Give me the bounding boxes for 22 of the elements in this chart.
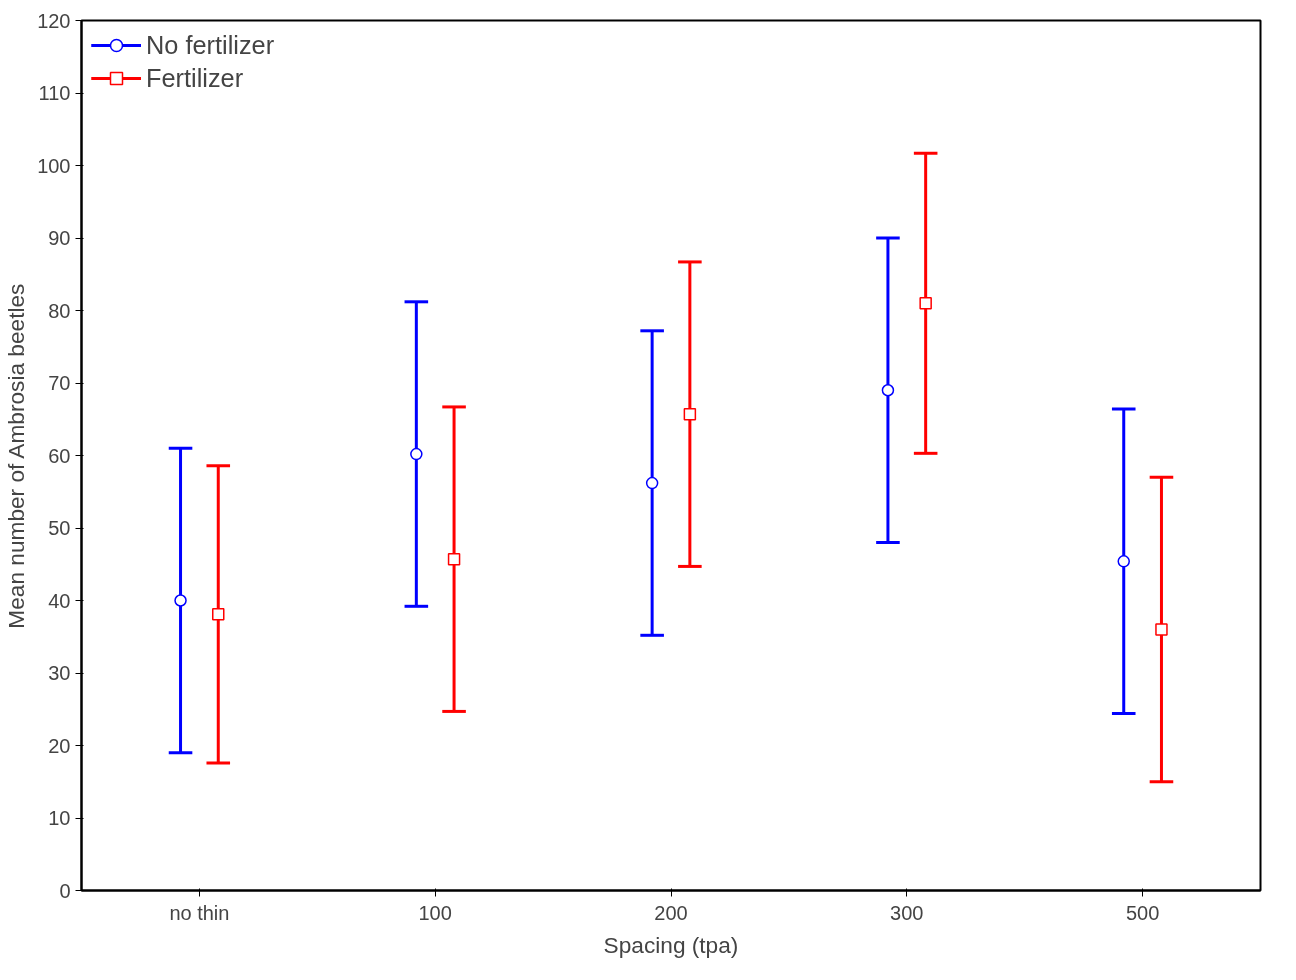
y-tick-label: 120 bbox=[37, 9, 71, 32]
x-tick-label: 100 bbox=[418, 901, 452, 924]
y-tick-label: 60 bbox=[48, 444, 71, 467]
legend-label: Fertilizer bbox=[146, 63, 244, 93]
y-tick-label: 90 bbox=[48, 227, 71, 249]
legend-label: No fertilizer bbox=[146, 30, 275, 60]
y-tick-label: 100 bbox=[37, 154, 71, 177]
y-tick-label: 110 bbox=[38, 82, 71, 104]
y-tick-label: 80 bbox=[48, 299, 71, 322]
y-tick-label: 70 bbox=[48, 372, 71, 394]
y-tick-label: 50 bbox=[48, 517, 71, 539]
y-tick-label: 30 bbox=[48, 662, 71, 684]
y-tick-label: 40 bbox=[48, 589, 71, 612]
x-tick-label: 300 bbox=[890, 901, 924, 924]
x-axis-title: Spacing (tpa) bbox=[603, 931, 739, 958]
x-tick-label: 200 bbox=[654, 901, 688, 924]
y-axis-title: Mean number of Ambrosia beetles bbox=[3, 283, 30, 629]
y-tick-label: 20 bbox=[48, 734, 71, 757]
x-tick-label: 500 bbox=[1125, 901, 1160, 924]
y-tick-label: 10 bbox=[48, 807, 71, 829]
y-tick-label: 0 bbox=[59, 879, 71, 902]
x-tick-label: no thin bbox=[169, 901, 230, 924]
